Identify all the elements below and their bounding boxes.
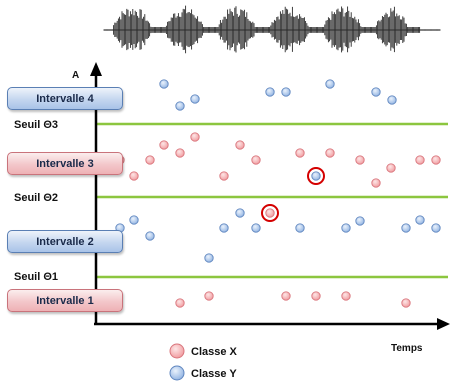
class-x-point: [281, 291, 291, 301]
class-y-point: [175, 101, 185, 111]
class-y-point: [204, 253, 214, 263]
class-y-point: [295, 223, 305, 233]
class-x-point: [415, 155, 425, 165]
interval-1-box: Intervalle 1: [7, 289, 123, 312]
class-y-point: [431, 223, 441, 233]
class-y-point: [387, 95, 397, 105]
threshold-3-label: Seuil Θ3: [14, 119, 59, 131]
class-y-point: [145, 231, 155, 241]
interval-2-label: Intervalle 2: [36, 235, 94, 248]
y-axis-arrowhead: [90, 62, 102, 76]
interval-1-label: Intervalle 1: [36, 294, 94, 307]
class-x-point: [386, 163, 396, 173]
class-x-point: [355, 155, 365, 165]
highlight-ring: [261, 204, 279, 222]
class-y-point: [355, 216, 365, 226]
class-x-point: [295, 148, 305, 158]
class-x-point: [431, 155, 441, 165]
data-points: [115, 79, 441, 308]
threshold-2-label: Seuil Θ2: [14, 192, 59, 204]
legend-class-x-marker: [169, 343, 185, 359]
class-y-point: [281, 87, 291, 97]
interval-3-box: Intervalle 3: [7, 152, 123, 175]
class-x-point: [341, 291, 351, 301]
threshold-lines: [96, 122, 448, 279]
class-x-point: [265, 208, 275, 218]
waveform-trace: [103, 5, 441, 54]
interval-4-label: Intervalle 4: [36, 92, 94, 105]
class-x-point: [401, 298, 411, 308]
legend-markers: [169, 343, 185, 381]
x-axis-arrowhead: [437, 318, 450, 330]
class-x-point: [145, 155, 155, 165]
class-x-point: [204, 291, 214, 301]
class-x-point: [311, 291, 321, 301]
legend-class-y-marker: [169, 365, 185, 381]
class-x-point: [235, 140, 245, 150]
class-x-point: [371, 178, 381, 188]
class-y-point: [415, 215, 425, 225]
class-x-point: [219, 171, 229, 181]
highlight-ring: [307, 167, 325, 185]
class-x-point: [251, 155, 261, 165]
class-y-point: [341, 223, 351, 233]
audio-waveform: [103, 5, 441, 54]
class-y-point: [371, 87, 381, 97]
interval-2-box: Intervalle 2: [7, 230, 123, 253]
class-y-point: [235, 208, 245, 218]
class-y-point: [265, 87, 275, 97]
threshold-1-label: Seuil Θ1: [14, 271, 59, 283]
legend-class-x-label: Classe X: [191, 346, 237, 358]
y-axis-label: A: [72, 70, 80, 81]
class-x-point: [325, 148, 335, 158]
class-x-point: [190, 132, 200, 142]
class-y-point: [251, 223, 261, 233]
interval-4-box: Intervalle 4: [7, 87, 123, 110]
class-x-point: [175, 298, 185, 308]
interval-3-label: Intervalle 3: [36, 157, 94, 170]
class-y-point: [159, 79, 169, 89]
class-y-point: [325, 79, 335, 89]
class-y-point: [401, 223, 411, 233]
class-y-point: [311, 171, 321, 181]
class-y-point: [129, 215, 139, 225]
class-x-point: [175, 148, 185, 158]
class-x-point: [129, 171, 139, 181]
class-y-point: [219, 223, 229, 233]
axes: [90, 62, 450, 330]
x-axis-label: Temps: [391, 343, 423, 354]
class-y-point: [190, 94, 200, 104]
highlight-rings: [261, 167, 325, 222]
legend-class-y-label: Classe Y: [191, 368, 237, 380]
class-x-point: [159, 140, 169, 150]
